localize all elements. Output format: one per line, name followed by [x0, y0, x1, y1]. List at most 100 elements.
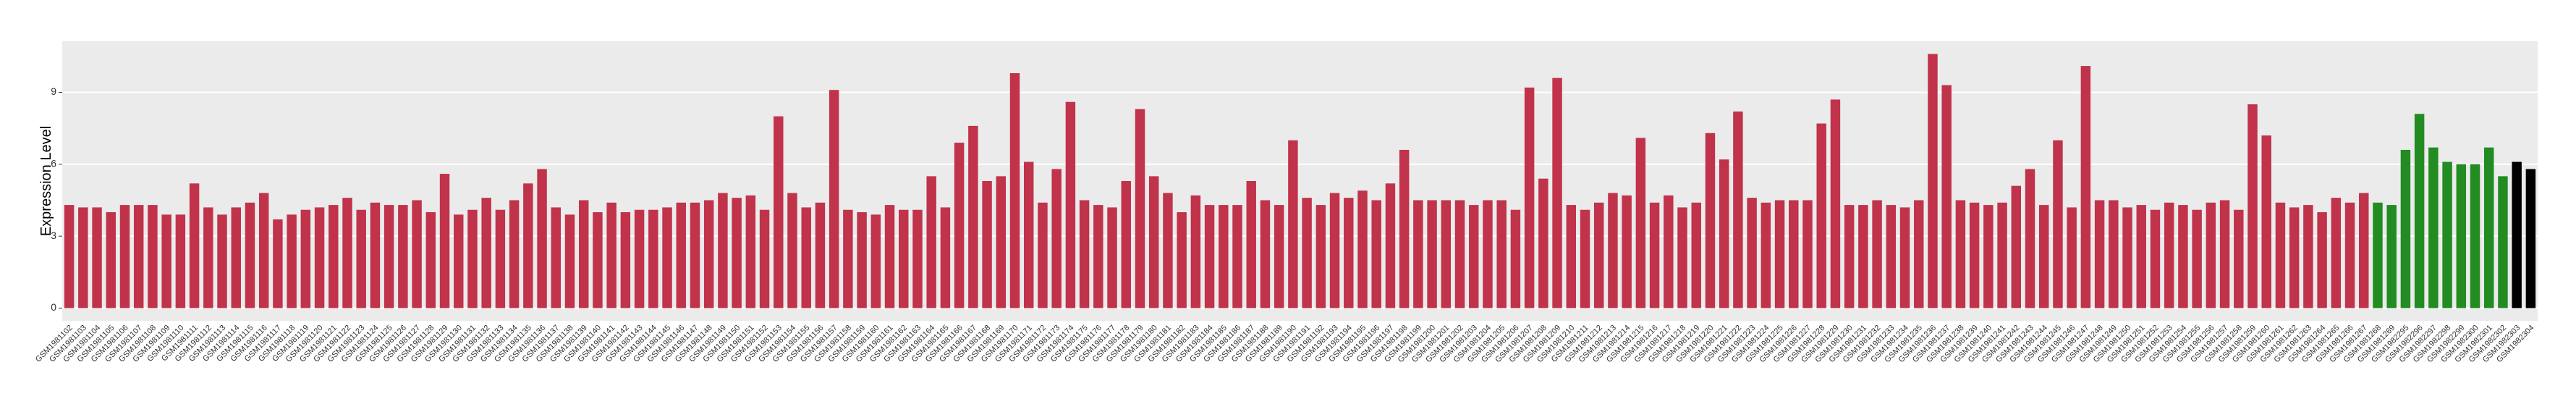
bar [2512, 161, 2522, 308]
bar [2247, 104, 2258, 308]
bar [1566, 205, 1576, 308]
bar [2456, 164, 2467, 308]
bar [662, 207, 672, 308]
bar [732, 198, 742, 308]
bar [231, 207, 241, 308]
bar [815, 202, 826, 308]
bar [912, 209, 923, 308]
bar [801, 207, 811, 308]
bar [1858, 205, 1868, 308]
bar [1510, 209, 1521, 308]
bar [1886, 205, 1897, 308]
bar [356, 209, 366, 308]
bar [1288, 140, 1298, 308]
bar [564, 214, 575, 308]
bar [2025, 169, 2035, 308]
bar [1357, 190, 1368, 308]
bar [1649, 202, 1660, 308]
bar [245, 202, 255, 308]
bar [1928, 54, 1938, 308]
bar [119, 205, 130, 308]
bar [1219, 205, 1229, 308]
bar [1733, 111, 1743, 308]
bar [1914, 200, 1924, 308]
bar [300, 209, 311, 308]
bar [1872, 200, 1882, 308]
bar [1524, 87, 1535, 308]
bar [1204, 205, 1215, 308]
bar [2484, 147, 2494, 308]
bar [2053, 140, 2063, 308]
bar [2400, 149, 2411, 308]
bar [578, 200, 589, 308]
bar [2498, 176, 2508, 308]
bar [509, 200, 520, 308]
bar [1496, 200, 1507, 308]
bar [1552, 77, 1562, 308]
bar [1121, 181, 1131, 308]
bar [439, 174, 450, 308]
bar [2109, 200, 2119, 308]
bar [968, 125, 978, 308]
bar [2192, 209, 2202, 308]
bar [759, 209, 770, 308]
bar [1274, 205, 1284, 308]
bar [703, 200, 714, 308]
bar [1830, 99, 1841, 308]
bar [2359, 193, 2369, 308]
y-axis-title: Expression Level [38, 126, 54, 236]
bar [1148, 176, 1159, 308]
bar [148, 205, 158, 308]
bar [2428, 147, 2439, 308]
bar [982, 181, 992, 308]
bar [329, 205, 339, 308]
bar [606, 202, 617, 308]
bar [1969, 202, 1980, 308]
bar [1719, 159, 1729, 308]
bar [1941, 85, 1952, 308]
bar [2094, 200, 2105, 308]
bar [593, 212, 603, 308]
bar [884, 205, 895, 308]
bar [996, 176, 1007, 308]
bar [1315, 205, 1326, 308]
bar [1802, 200, 1813, 308]
bar [1774, 200, 1785, 308]
bar [620, 212, 631, 308]
bar [1580, 209, 1590, 308]
bar [634, 209, 645, 308]
bar [412, 200, 422, 308]
bar [2164, 202, 2174, 308]
bar [2373, 202, 2383, 308]
bar [1177, 212, 1187, 308]
bar [2150, 209, 2161, 308]
y-tick-label: 9 [51, 85, 56, 97]
bar [92, 207, 102, 308]
bar [370, 202, 381, 308]
bar [1399, 149, 1410, 308]
bar [189, 183, 200, 308]
bar [1371, 200, 1381, 308]
bar [1260, 200, 1271, 308]
bar [1608, 193, 1618, 308]
bar [2206, 202, 2216, 308]
bar [398, 205, 408, 308]
bar [1163, 193, 1173, 308]
bar [1469, 205, 1479, 308]
bar [1246, 181, 1256, 308]
bar [926, 176, 936, 308]
bar [787, 193, 797, 308]
bar [314, 207, 325, 308]
bar [1385, 183, 1396, 308]
bar [2275, 202, 2286, 308]
y-tick-label: 0 [51, 301, 56, 313]
bar [1983, 205, 1994, 308]
bar [523, 183, 533, 308]
bar [217, 214, 227, 308]
bar [1079, 200, 1090, 308]
bar [954, 143, 965, 308]
bar [940, 207, 951, 308]
bar [1065, 101, 1076, 308]
bar [1038, 202, 1048, 308]
